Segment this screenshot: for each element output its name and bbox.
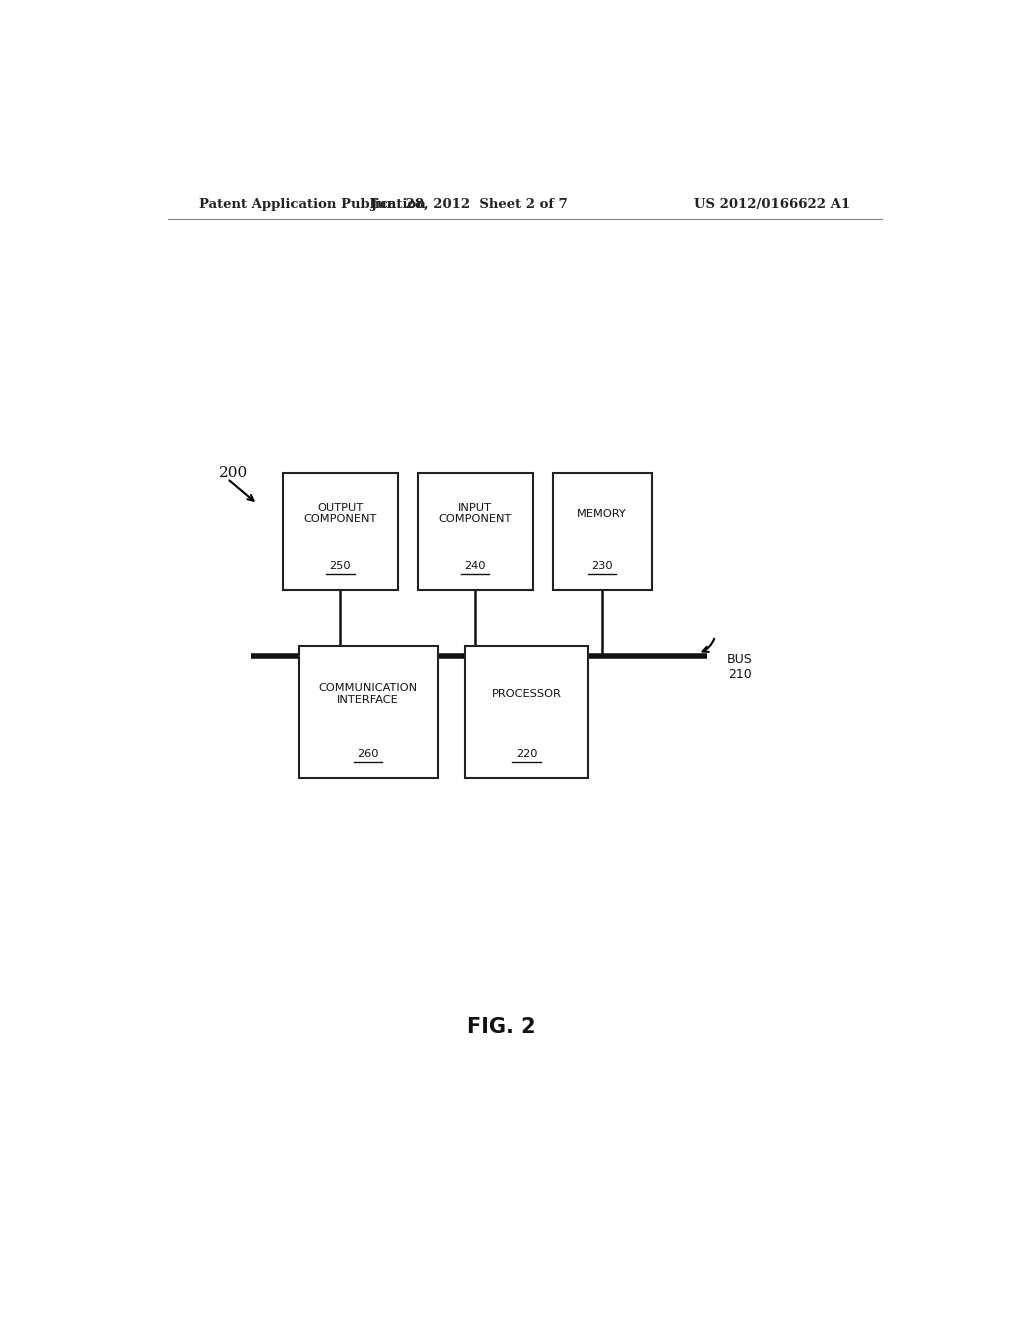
- Text: US 2012/0166622 A1: US 2012/0166622 A1: [694, 198, 850, 211]
- Text: FIG. 2: FIG. 2: [467, 1018, 536, 1038]
- Bar: [465, 647, 588, 779]
- Text: COMMUNICATION
INTERFACE: COMMUNICATION INTERFACE: [318, 684, 418, 705]
- Text: Patent Application Publication: Patent Application Publication: [200, 198, 426, 211]
- Text: 200: 200: [219, 466, 249, 480]
- Text: 230: 230: [592, 561, 613, 572]
- Text: Jun. 28, 2012  Sheet 2 of 7: Jun. 28, 2012 Sheet 2 of 7: [371, 198, 567, 211]
- Text: 220: 220: [516, 748, 538, 759]
- Bar: [283, 474, 397, 590]
- Bar: [553, 474, 652, 590]
- Bar: [299, 647, 437, 779]
- Text: BUS
210: BUS 210: [727, 652, 753, 681]
- Text: 260: 260: [357, 748, 379, 759]
- Text: OUTPUT
COMPONENT: OUTPUT COMPONENT: [303, 503, 377, 524]
- Text: 250: 250: [330, 561, 351, 572]
- Text: PROCESSOR: PROCESSOR: [492, 689, 562, 700]
- Text: MEMORY: MEMORY: [578, 508, 627, 519]
- Bar: [418, 474, 532, 590]
- Text: 240: 240: [465, 561, 486, 572]
- Text: INPUT
COMPONENT: INPUT COMPONENT: [438, 503, 512, 524]
